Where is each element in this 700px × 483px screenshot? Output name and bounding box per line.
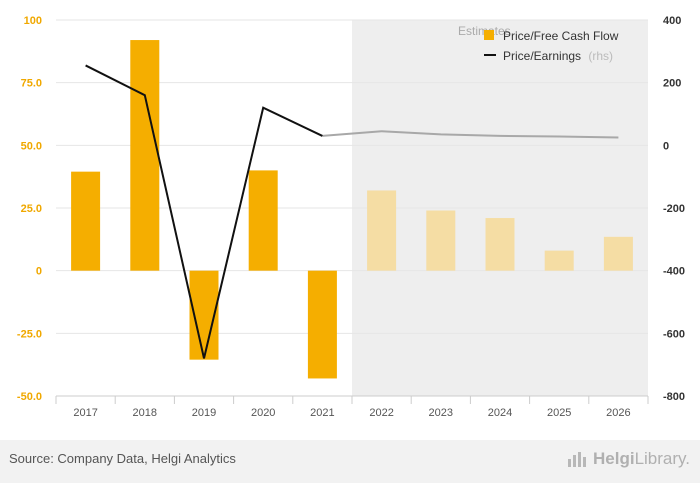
chart: 100 75.0 50.0 25.0 0 -25.0 -50.0 400 200 0 -200 -4…	[17, 15, 685, 419]
left-tick-label: 25.0	[21, 203, 42, 215]
bar-2026	[603, 236, 633, 271]
left-tick-label: 100	[24, 15, 42, 27]
bar-chart-icon	[568, 452, 586, 467]
left-axis: 100 75.0 50.0 25.0 0 -25.0 -50.0	[17, 15, 42, 403]
line-series	[85, 64, 619, 359]
right-tick-label: 400	[663, 15, 681, 27]
bar-2022	[367, 190, 397, 271]
footer: Source: Company Data, Helgi Analytics He…	[0, 440, 700, 483]
bar-2025	[544, 250, 574, 271]
line-price-earnings	[85, 64, 323, 359]
bar-series	[71, 40, 633, 379]
left-tick-label: 0	[36, 266, 42, 278]
bar-2020	[248, 170, 278, 271]
legend: Price/Free Cash Flow Price/Earnings (rhs…	[484, 29, 619, 63]
brand-logo: Helgi Library.	[567, 449, 690, 469]
right-tick-label: 0	[663, 140, 669, 152]
bar-2024	[485, 218, 515, 271]
brand-prefix: Helgi	[593, 449, 635, 468]
bar-2021	[307, 270, 337, 379]
right-tick-label: -400	[663, 266, 685, 278]
line-price-earnings-estimates	[322, 130, 619, 139]
x-tick-label: 2019	[192, 407, 216, 419]
x-tick-label: 2020	[251, 407, 275, 419]
legend-label-price-earnings: Price/Earnings (rhs)	[503, 49, 613, 63]
bar-2023	[426, 210, 456, 271]
x-axis: 2017 2018 2019 2020 2021 2022 2023 2024 2025 2026	[55, 395, 649, 419]
right-tick-label: -600	[663, 328, 685, 340]
left-tick-label: 50.0	[21, 140, 42, 152]
bar-2017	[71, 171, 101, 271]
x-tick-label: 2023	[429, 407, 453, 419]
right-tick-label: 200	[663, 78, 681, 90]
x-tick-label: 2026	[606, 407, 630, 419]
x-tick-label: 2022	[369, 407, 393, 419]
left-tick-label: -25.0	[17, 328, 42, 340]
bar-2018	[130, 40, 160, 271]
right-tick-label: -200	[663, 203, 685, 215]
x-tick-label: 2024	[488, 407, 512, 419]
source-text: Source: Company Data, Helgi Analytics	[9, 451, 236, 466]
legend-swatch-price-fcf	[484, 30, 494, 40]
x-tick-label: 2018	[133, 407, 157, 419]
x-tick-label: 2017	[73, 407, 97, 419]
legend-label-price-earnings-name: Price/Earnings	[503, 49, 581, 63]
legend-label-price-fcf: Price/Free Cash Flow	[503, 29, 619, 43]
right-axis: 400 200 0 -200 -400 -600 -800	[663, 15, 685, 403]
brand-suffix: Library.	[634, 449, 690, 468]
left-tick-label: 75.0	[21, 78, 42, 90]
x-tick-label: 2025	[547, 407, 571, 419]
right-tick-label: -800	[663, 391, 685, 403]
left-tick-label: -50.0	[17, 391, 42, 403]
x-tick-label: 2021	[310, 407, 334, 419]
legend-label-rhs: (rhs)	[588, 49, 613, 63]
